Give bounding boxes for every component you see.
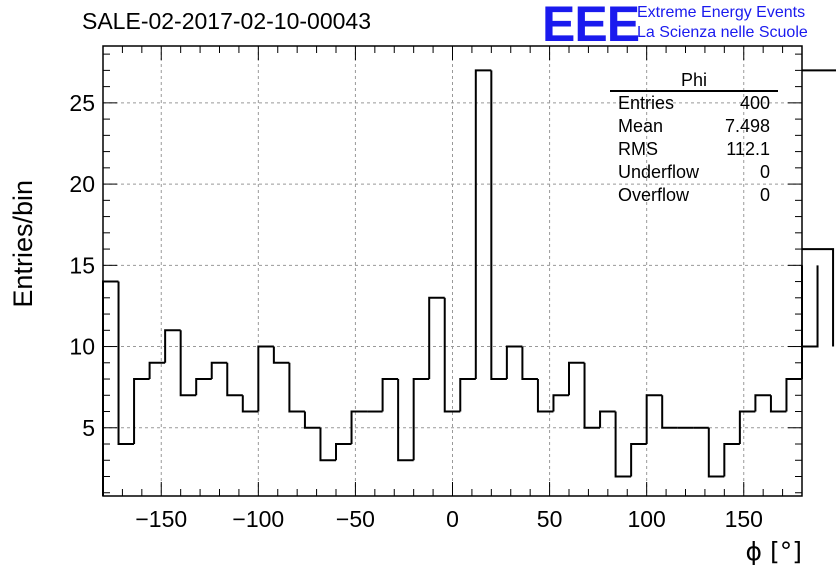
histogram-bin: [661, 395, 678, 429]
histogram-bin: [459, 378, 476, 412]
histogram-bin: [319, 427, 336, 462]
eee-logo: EEE: [542, 0, 640, 52]
x-tick-label: 50: [537, 506, 563, 532]
histogram-bin: [536, 379, 554, 413]
histogram-bin: [802, 248, 835, 347]
histogram-bin: [164, 329, 181, 363]
stats-label: Overflow: [618, 185, 690, 205]
stats-value: 112.1: [726, 139, 770, 159]
histogram-bin: [552, 394, 569, 412]
chart-title: SALE-02-2017-02-10-00043: [82, 8, 371, 34]
x-tick-label: 0: [446, 506, 459, 532]
logo-caption-line2: La Scienza nelle Scuole: [637, 24, 808, 41]
histogram-bin: [490, 70, 507, 381]
histogram-bin: [397, 379, 414, 462]
histogram-bin: [599, 410, 616, 428]
y-tick-label: 20: [69, 171, 95, 197]
histogram-bin: [257, 345, 274, 412]
stats-label: Entries: [618, 93, 675, 113]
stats-row-entries: Entries 400: [610, 92, 778, 115]
y-tick-label: 10: [69, 334, 95, 360]
histogram-bin: [117, 281, 135, 446]
histogram-bin: [428, 296, 445, 380]
stats-title: Phi: [610, 70, 778, 92]
histogram-bin: [148, 361, 166, 380]
histogram-bin: [210, 361, 228, 380]
logo-caption-line1: Extreme Energy Events: [637, 4, 806, 21]
x-tick-label: 150: [725, 506, 763, 532]
histogram-bin: [412, 378, 430, 461]
histogram-bin: [645, 394, 663, 445]
y-tick-label: 25: [69, 90, 95, 116]
histogram-bin: [288, 362, 305, 413]
histogram-bin: [802, 69, 836, 72]
stats-row-underflow: Underflow 0: [610, 161, 778, 184]
histogram-bin: [802, 265, 819, 348]
histogram-bin: [505, 345, 523, 380]
histogram-bin: [614, 411, 632, 478]
stats-row-rms: RMS 112.1: [610, 138, 778, 161]
histogram-bin: [474, 69, 492, 380]
histogram-bin: [133, 378, 150, 445]
x-tick-label: 100: [627, 506, 665, 532]
histogram-bin: [723, 443, 740, 477]
tick-marks: [102, 46, 803, 496]
histogram-bin: [443, 297, 461, 413]
histogram-bin: [195, 378, 212, 396]
histogram-bin: [754, 394, 771, 412]
histogram-bin: [226, 362, 243, 397]
y-axis-label: Entries/bin: [8, 180, 38, 308]
stats-value: 0: [759, 185, 770, 205]
histogram-bin: [738, 410, 756, 445]
stats-label: Mean: [618, 116, 664, 136]
stats-row-mean: Mean 7.498: [610, 115, 778, 138]
x-tick-label: −100: [232, 506, 284, 532]
logo-caption: Extreme Energy Events La Scienza nelle S…: [637, 3, 808, 43]
x-axis-label: ϕ [°]: [746, 537, 802, 566]
stats-value: 0: [759, 162, 770, 182]
histogram-bin: [568, 361, 585, 396]
grid-lines: [103, 46, 802, 496]
stats-label: RMS: [618, 139, 658, 159]
histogram-bin: [272, 346, 290, 364]
histogram-bin: [335, 443, 352, 461]
stats-row-overflow: Overflow 0: [610, 184, 778, 207]
histogram-bin: [707, 427, 725, 478]
x-tick-label: −150: [135, 506, 187, 532]
histogram-bin: [303, 411, 321, 429]
histogram-bin: [521, 346, 538, 381]
x-tick-label: −50: [336, 506, 375, 532]
stats-value: 7.498: [724, 116, 770, 136]
histogram-bin: [583, 362, 601, 429]
y-tick-label: 15: [69, 252, 95, 278]
stats-label: Underflow: [618, 162, 700, 182]
tick-labels: −150 −100 −50 0 50 100 150 5 10 15 20 25 ϕ [°]: [69, 90, 802, 566]
histogram-bin: [769, 395, 787, 413]
histogram-bin: [241, 395, 259, 413]
histogram-bin: [381, 378, 399, 412]
histogram-bin: [350, 410, 368, 445]
stats-value: 400: [739, 93, 770, 113]
histogram-bin: [179, 330, 197, 397]
histogram-bin: [630, 443, 647, 477]
stats-box: Phi Entries 400 Mean 7.498 RMS 112.1 Und…: [610, 70, 778, 207]
y-tick-label: 5: [82, 415, 95, 441]
